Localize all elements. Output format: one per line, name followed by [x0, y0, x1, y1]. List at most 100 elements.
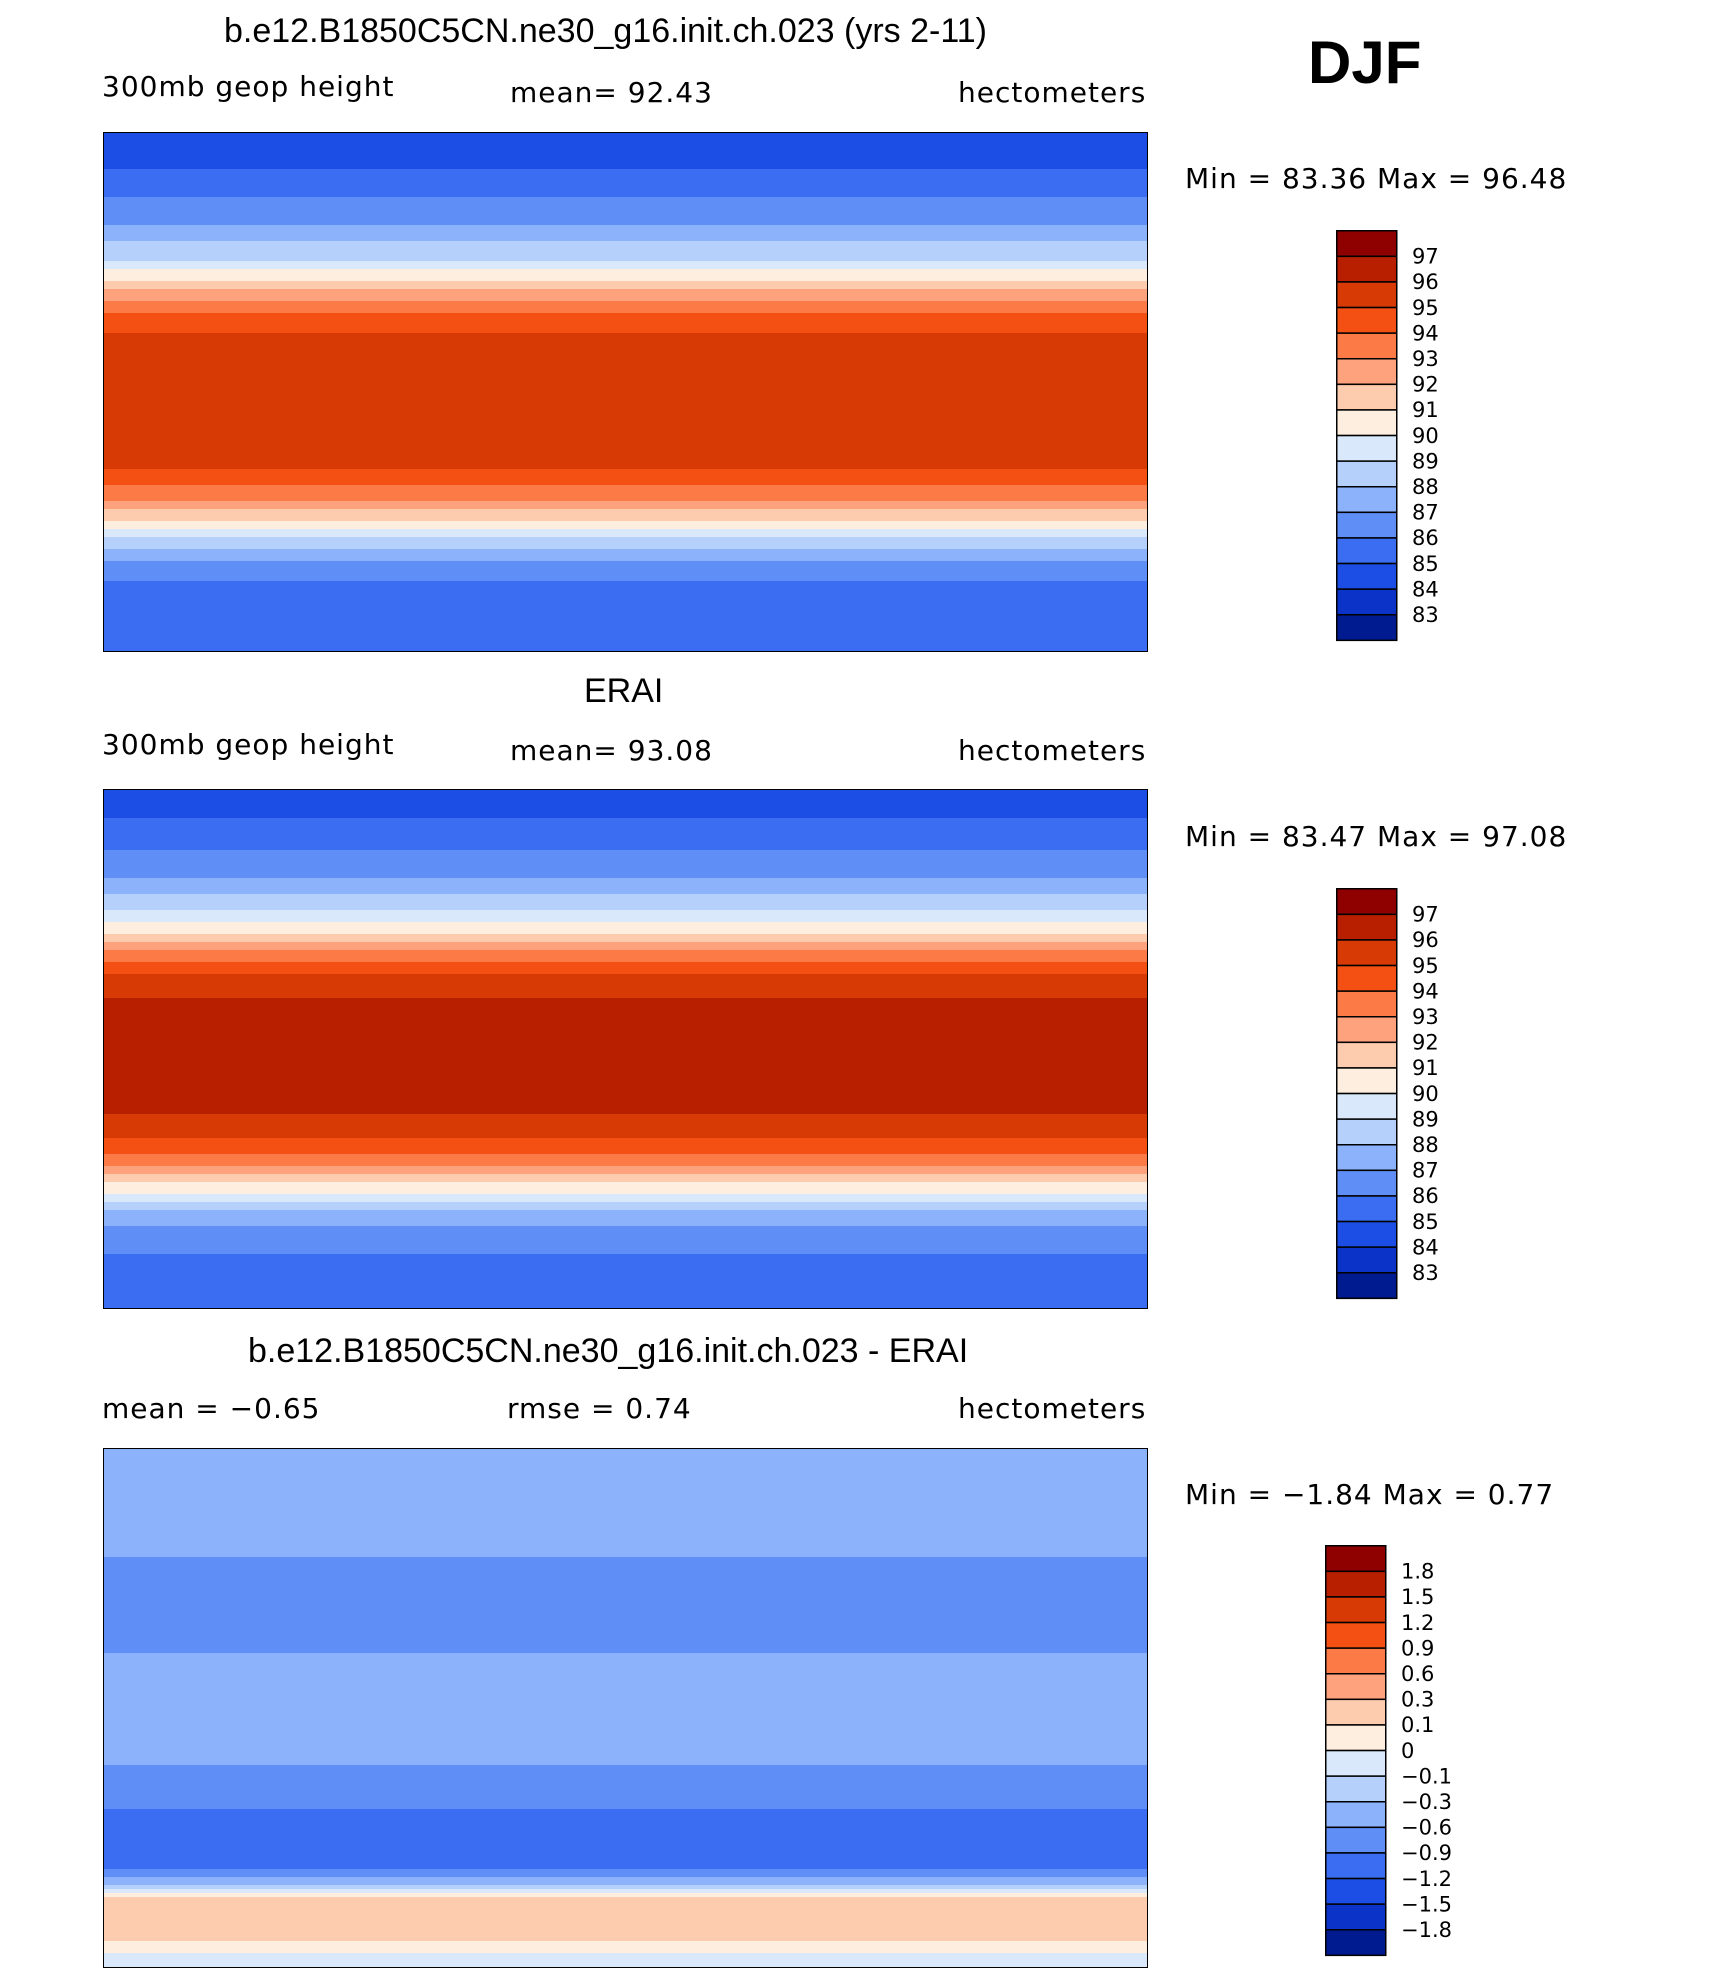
map-band: [104, 177, 1147, 182]
map-band: [104, 561, 1147, 566]
map-band: [104, 413, 1147, 418]
map-band: [104, 1849, 1147, 1854]
map-band: [104, 790, 1147, 795]
map-band: [104, 1270, 1147, 1275]
map-band: [104, 1789, 1147, 1794]
map-band: [104, 986, 1147, 991]
colorbar-1: 97 96 95 94 93 92 91 90 89 88 87 86 85 84 83: [1336, 230, 1536, 650]
map-band: [104, 1929, 1147, 1934]
colorbar-tick-label: 96: [1412, 928, 1439, 952]
map-band: [104, 293, 1147, 298]
map-band: [104, 1633, 1147, 1638]
colorbar-box: [1336, 1067, 1398, 1095]
map-band: [104, 1246, 1147, 1251]
map-band: [104, 605, 1147, 610]
panel1-left-label: 300mb geop height: [102, 70, 395, 103]
colorbar-tick-label: 97: [1412, 903, 1439, 927]
colorbar-tick-label: 86: [1412, 526, 1439, 550]
map-band: [104, 1641, 1147, 1646]
panel1-mean-label: mean= 92.43: [510, 76, 713, 109]
colorbar-box: [1336, 614, 1398, 642]
map-band: [104, 810, 1147, 815]
colorbar-box: [1336, 1220, 1398, 1248]
map-band: [104, 453, 1147, 458]
map-band: [104, 862, 1147, 867]
colorbar-tick-label: 1.2: [1401, 1611, 1434, 1635]
map-band: [104, 133, 1147, 138]
colorbar-tick-label: 92: [1412, 373, 1439, 397]
colorbar-box: [1336, 409, 1398, 437]
map-band: [104, 1813, 1147, 1818]
map-panel-3: [103, 1448, 1148, 1968]
map-band: [104, 1046, 1147, 1051]
map-band: [104, 1521, 1147, 1526]
map-panel-1: [103, 132, 1148, 652]
map-band: [104, 1585, 1147, 1590]
map-band: [104, 1014, 1147, 1019]
colorbar-tick-label: 92: [1412, 1031, 1439, 1055]
map-band: [104, 1453, 1147, 1458]
map-band: [104, 289, 1147, 294]
map-band: [104, 1933, 1147, 1938]
map-band: [104, 1030, 1147, 1035]
map-band: [104, 437, 1147, 442]
map-band: [104, 1693, 1147, 1698]
map-band: [104, 1154, 1147, 1159]
map-band: [104, 1006, 1147, 1011]
colorbar-3-svg: 1.81.51.20.90.60.30.10−0.1−0.3−0.6−0.9−1…: [1325, 1545, 1452, 1957]
map-band: [104, 978, 1147, 983]
map-band: [104, 1058, 1147, 1063]
map-band: [104, 529, 1147, 534]
map-band: [104, 645, 1147, 650]
colorbar-tick-label: 84: [1412, 577, 1439, 601]
map-band: [104, 541, 1147, 546]
map-band: [104, 1178, 1147, 1183]
map-band: [104, 1278, 1147, 1283]
panel2-mean-label: mean= 93.08: [510, 734, 713, 767]
map-band: [104, 1122, 1147, 1127]
colorbar-box: [1325, 1903, 1387, 1931]
map-band: [104, 389, 1147, 394]
map-band: [104, 1497, 1147, 1502]
map-band: [104, 1573, 1147, 1578]
map-band: [104, 1833, 1147, 1838]
map-band: [104, 345, 1147, 350]
map-band: [104, 401, 1147, 406]
colorbar-tick-label: 85: [1412, 1210, 1439, 1234]
map-band: [104, 249, 1147, 254]
map-band: [104, 1274, 1147, 1279]
map-band: [104, 337, 1147, 342]
map-band: [104, 265, 1147, 270]
map-band: [104, 1941, 1147, 1946]
map-band: [104, 1801, 1147, 1806]
map-band: [104, 1222, 1147, 1227]
colorbar-tick-label: −1.8: [1401, 1918, 1452, 1942]
map-band: [104, 1765, 1147, 1770]
map-band: [104, 1210, 1147, 1215]
map-band: [104, 1673, 1147, 1678]
map-band: [104, 1937, 1147, 1942]
map-band: [104, 970, 1147, 975]
map-band: [104, 329, 1147, 334]
map-band: [104, 445, 1147, 450]
colorbar-box: [1325, 1647, 1387, 1675]
map-band: [104, 1901, 1147, 1906]
map-band: [104, 517, 1147, 522]
map-band: [104, 1026, 1147, 1031]
map-band: [104, 1146, 1147, 1151]
map-band: [104, 1725, 1147, 1730]
map-band: [104, 1861, 1147, 1866]
colorbar-box: [1336, 888, 1398, 916]
map-band: [104, 1949, 1147, 1954]
map-band: [104, 1565, 1147, 1570]
colorbar-tick-label: 91: [1412, 398, 1439, 422]
map-band: [104, 497, 1147, 502]
map-band: [104, 597, 1147, 602]
colorbar-box: [1336, 964, 1398, 992]
map-band: [104, 641, 1147, 646]
map-band: [104, 153, 1147, 158]
colorbar-box: [1325, 1929, 1387, 1957]
map-band: [104, 950, 1147, 955]
map-band: [104, 1857, 1147, 1862]
